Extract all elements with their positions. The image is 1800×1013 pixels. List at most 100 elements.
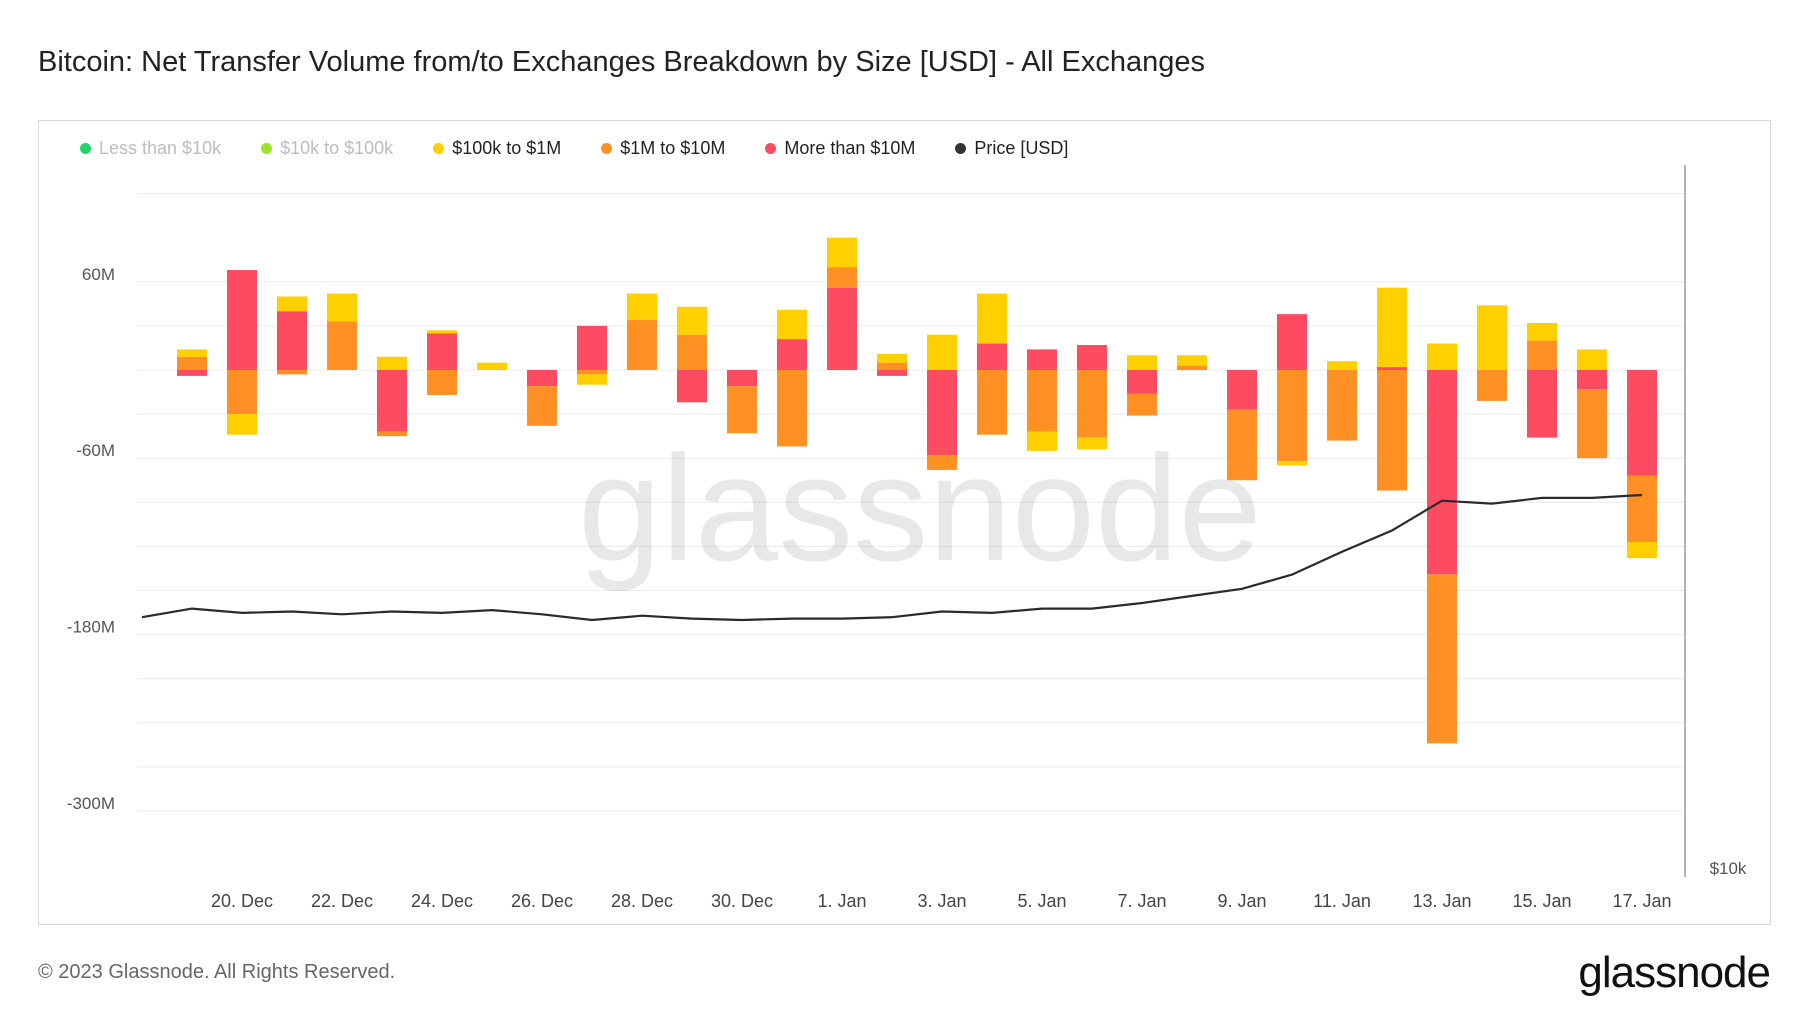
- bar--1m-to-10m: [277, 370, 307, 375]
- x-tick-label: 13. Jan: [1412, 891, 1471, 911]
- x-tick-label: 15. Jan: [1512, 891, 1571, 911]
- bar-more-than-10m: [1277, 314, 1307, 370]
- bar--100k-to-1m: [1477, 305, 1507, 370]
- x-tick-label: 26. Dec: [511, 891, 573, 911]
- bar-more-than-10m: [827, 287, 857, 370]
- price-line: [141, 493, 1643, 622]
- y-tick-label: -180M: [67, 618, 115, 637]
- bar-more-than-10m: [927, 370, 957, 456]
- bar--1m-to-10m: [1427, 574, 1457, 744]
- bar--100k-to-1m: [927, 334, 957, 370]
- bar--100k-to-1m: [977, 293, 1007, 344]
- x-tick-label: 9. Jan: [1217, 891, 1266, 911]
- bar--1m-to-10m: [927, 455, 957, 470]
- legend-dot-10k-to-100k: [261, 143, 273, 154]
- legend-dot-less-than-10k: [80, 143, 91, 154]
- bar--100k-to-1m: [427, 330, 457, 334]
- y-tick-label: -300M: [67, 794, 115, 813]
- legend-item-10k-to-100k[interactable]: $10k to $100k: [261, 138, 393, 159]
- bar--100k-to-1m: [477, 362, 507, 370]
- x-tick-label: 7. Jan: [1117, 891, 1166, 911]
- bar-more-than-10m: [777, 339, 807, 370]
- x-tick-label: 1. Jan: [817, 891, 866, 911]
- bar--100k-to-1m: [1327, 361, 1357, 370]
- bar-more-than-10m: [1027, 349, 1057, 370]
- bar-more-than-10m: [427, 333, 457, 370]
- bar--100k-to-1m: [277, 296, 307, 312]
- legend-label-more-than-10m: More than $10M: [784, 138, 916, 158]
- x-tick-label: 24. Dec: [411, 891, 473, 911]
- x-tick-label: 17. Jan: [1612, 891, 1671, 911]
- bar--1m-to-10m: [1027, 370, 1057, 432]
- legend-label-price: Price [USD]: [974, 138, 1069, 158]
- bar--100k-to-1m: [327, 293, 357, 322]
- bar--1m-to-10m: [527, 386, 557, 426]
- bar--1m-to-10m: [677, 334, 707, 370]
- bar-more-than-10m: [227, 270, 257, 370]
- x-tick-label: 3. Jan: [917, 891, 966, 911]
- bar--1m-to-10m: [1077, 370, 1107, 438]
- bar--100k-to-1m: [827, 237, 857, 268]
- bar--1m-to-10m: [1127, 393, 1157, 416]
- bar-more-than-10m: [277, 311, 307, 370]
- x-axis-labels: 20. Dec 22. Dec 24. Dec 26. Dec 28. Dec 30. D…: [211, 891, 1672, 911]
- bar--1m-to-10m: [1527, 340, 1557, 370]
- legend-label-100k-to-1m: $100k to $1M: [452, 138, 562, 158]
- watermark: glassnode: [578, 424, 1262, 592]
- bar--100k-to-1m: [777, 309, 807, 340]
- bar--100k-to-1m: [1277, 461, 1307, 466]
- bar-more-than-10m: [377, 370, 407, 432]
- bar--100k-to-1m: [877, 353, 907, 363]
- bar--1m-to-10m: [377, 431, 407, 437]
- bar-more-than-10m: [677, 370, 707, 403]
- legend-item-price[interactable]: Price [USD]: [955, 138, 1068, 159]
- legend-dot-price: [955, 143, 967, 154]
- bar--1m-to-10m: [777, 370, 807, 447]
- bar-more-than-10m: [1627, 370, 1657, 476]
- bar--100k-to-1m: [177, 349, 207, 357]
- bar-more-than-10m: [877, 370, 907, 376]
- bar-more-than-10m: [1377, 367, 1407, 370]
- right-axis-label: $10k: [1710, 859, 1747, 878]
- bar-more-than-10m: [1227, 370, 1257, 410]
- legend-item-more-than-10m[interactable]: More than $10M: [765, 138, 915, 159]
- bar--1m-to-10m: [1177, 365, 1207, 370]
- y-axis-labels: 60M -60M -180M -300M: [67, 265, 115, 813]
- bar--100k-to-1m: [1377, 287, 1407, 368]
- x-tick-label: 30. Dec: [711, 891, 773, 911]
- bar--1m-to-10m: [1577, 389, 1607, 459]
- x-tick-label: 11. Jan: [1313, 891, 1371, 911]
- bar--100k-to-1m: [377, 356, 407, 370]
- bar--100k-to-1m: [1027, 431, 1057, 451]
- y-tick-label: 60M: [82, 265, 115, 284]
- bar--1m-to-10m: [1377, 370, 1407, 491]
- legend-dot-100k-to-1m: [433, 143, 445, 154]
- bar--100k-to-1m: [1627, 541, 1657, 559]
- bar--1m-to-10m: [877, 362, 907, 370]
- bar--1m-to-10m: [427, 370, 457, 395]
- bar--1m-to-10m: [627, 320, 657, 370]
- legend-item-100k-to-1m[interactable]: $100k to $1M: [433, 138, 561, 159]
- legend-label-less-than-10k: Less than $10k: [99, 138, 222, 158]
- legend-item-less-than-10k[interactable]: Less than $10k: [80, 138, 221, 159]
- legend-item-1m-to-10m[interactable]: $1M to $10M: [601, 138, 725, 159]
- bar--1m-to-10m: [1277, 370, 1307, 462]
- legend-dot-more-than-10m: [765, 143, 777, 154]
- bar-more-than-10m: [177, 370, 207, 376]
- bar--100k-to-1m: [1127, 355, 1157, 370]
- bars: [177, 237, 1657, 744]
- price-series-line: [141, 493, 1643, 622]
- bar--1m-to-10m: [727, 386, 757, 434]
- bar--1m-to-10m: [1627, 475, 1657, 542]
- bar--1m-to-10m: [227, 370, 257, 415]
- chart-title: Bitcoin: Net Transfer Volume from/to Exc…: [38, 46, 1205, 78]
- bar--100k-to-1m: [627, 293, 657, 321]
- bar--1m-to-10m: [1227, 409, 1257, 481]
- bar-more-than-10m: [1127, 370, 1157, 394]
- y-tick-label: -60M: [76, 441, 115, 460]
- bar-more-than-10m: [727, 370, 757, 387]
- x-tick-label: 20. Dec: [211, 891, 273, 911]
- bar--1m-to-10m: [1327, 370, 1357, 441]
- chart-frame: [38, 120, 1771, 925]
